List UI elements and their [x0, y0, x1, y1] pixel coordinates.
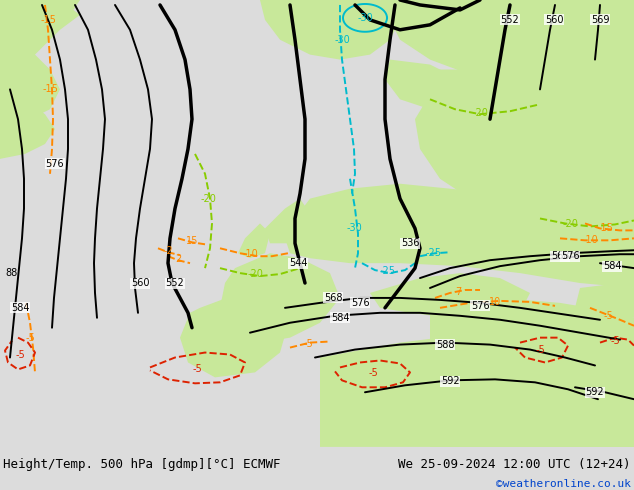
Text: -10: -10	[582, 235, 598, 245]
Polygon shape	[320, 323, 634, 447]
Text: 584: 584	[603, 261, 621, 271]
Text: -10: -10	[242, 249, 258, 259]
Text: 7: 7	[455, 287, 461, 297]
Polygon shape	[385, 60, 480, 114]
Text: 584: 584	[331, 313, 349, 323]
Polygon shape	[415, 70, 634, 233]
Text: -5: -5	[610, 336, 620, 345]
Text: -15: -15	[42, 84, 58, 95]
Text: 592: 592	[441, 376, 459, 386]
Text: -5: -5	[368, 368, 378, 378]
Polygon shape	[380, 0, 634, 89]
Text: 576: 576	[351, 298, 370, 308]
Polygon shape	[0, 0, 80, 89]
Text: 576: 576	[560, 251, 579, 261]
Text: 576: 576	[470, 301, 489, 311]
Polygon shape	[238, 223, 270, 258]
Text: -25: -25	[426, 248, 442, 258]
Text: 536: 536	[401, 238, 419, 248]
Text: 552: 552	[165, 278, 184, 288]
Polygon shape	[180, 293, 290, 377]
Text: -5: -5	[192, 365, 202, 374]
Text: -20: -20	[562, 220, 578, 229]
Polygon shape	[575, 283, 634, 318]
Polygon shape	[370, 273, 530, 323]
Text: -20: -20	[472, 108, 488, 118]
Text: -25: -25	[380, 266, 396, 276]
Polygon shape	[0, 79, 55, 159]
Text: 592: 592	[586, 387, 604, 397]
Text: -5: -5	[535, 344, 545, 355]
Polygon shape	[265, 198, 310, 244]
Text: -20: -20	[200, 194, 216, 204]
Text: -5: -5	[303, 339, 313, 348]
Text: -30: -30	[357, 13, 373, 23]
Text: 560: 560	[545, 15, 563, 25]
Text: 88: 88	[6, 268, 18, 278]
Polygon shape	[260, 0, 400, 60]
Text: -5: -5	[15, 349, 25, 360]
Polygon shape	[285, 184, 634, 288]
Text: -15: -15	[597, 223, 613, 233]
Polygon shape	[0, 0, 80, 60]
Text: 552: 552	[501, 15, 519, 25]
Text: -2: -2	[163, 246, 173, 256]
Text: -30: -30	[346, 223, 362, 233]
Text: -30: -30	[334, 35, 350, 45]
Text: 10: 10	[489, 297, 501, 307]
Text: 584: 584	[11, 303, 29, 313]
Text: 569: 569	[591, 15, 609, 25]
Text: -5: -5	[25, 333, 35, 343]
Text: 568: 568	[551, 251, 569, 261]
Text: -15: -15	[40, 15, 56, 25]
Polygon shape	[430, 298, 634, 447]
Text: -20: -20	[247, 269, 263, 279]
Text: 15: 15	[186, 236, 198, 246]
Text: Height/Temp. 500 hPa [gdmp][°C] ECMWF: Height/Temp. 500 hPa [gdmp][°C] ECMWF	[3, 458, 281, 470]
Text: 568: 568	[324, 293, 342, 303]
Polygon shape	[0, 30, 60, 129]
Text: 588: 588	[436, 340, 454, 349]
Text: 544: 544	[288, 258, 307, 268]
Text: 560: 560	[131, 278, 149, 288]
Text: We 25-09-2024 12:00 UTC (12+24): We 25-09-2024 12:00 UTC (12+24)	[398, 458, 631, 470]
Text: 576: 576	[46, 159, 64, 169]
Text: ©weatheronline.co.uk: ©weatheronline.co.uk	[496, 479, 631, 489]
Text: 2: 2	[175, 254, 181, 264]
Polygon shape	[220, 253, 340, 343]
Text: -5: -5	[603, 311, 613, 321]
